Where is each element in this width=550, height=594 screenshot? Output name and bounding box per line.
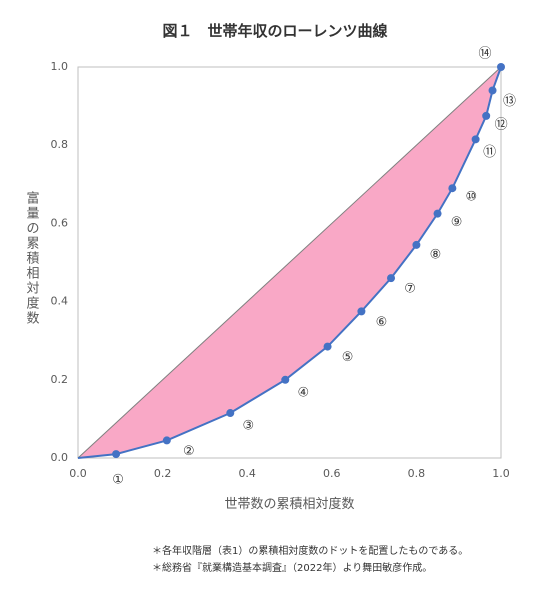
x-tick-label: 1.0: [492, 467, 510, 480]
point-label: ①: [112, 473, 124, 488]
y-tick-label: 0.4: [51, 295, 69, 308]
x-tick-label: 0.6: [323, 467, 341, 480]
x-tick-label: 0.0: [69, 467, 87, 480]
y-tick-label: 0.8: [51, 138, 69, 151]
point-label: ⑨: [451, 215, 463, 230]
y-tick-label: 0.0: [51, 451, 69, 464]
point-label: ⑤: [342, 350, 354, 365]
point-label: ④: [297, 385, 309, 400]
data-point: [357, 307, 366, 316]
point-label: ②: [183, 444, 195, 459]
point-labels: ① ② ③ ④ ⑤ ⑥ ⑦ ⑧ ⑨⑩ ⑪ ⑫ ⑬ ⑭: [112, 47, 516, 488]
data-point: [433, 209, 442, 218]
y-tick-label: 0.6: [51, 216, 69, 229]
data-point: [112, 450, 121, 459]
data-point: [162, 436, 171, 445]
data-point: [482, 111, 491, 120]
footnote-2: ＊総務省『就業構造基本調査』（2022年）より舞田敏彦作成。: [152, 563, 433, 574]
point-label: ⑩: [466, 190, 478, 205]
point-label: ⑥: [376, 315, 388, 330]
data-point: [323, 342, 332, 351]
x-tick-label: 0.2: [154, 467, 172, 480]
data-point: [471, 135, 480, 144]
data-point: [281, 375, 290, 384]
point-label: ⑧: [430, 247, 442, 262]
footnote-1: ＊各年収階層（表1）の累積相対度数のドットを配置したものである。: [152, 546, 469, 557]
x-axis-label: 世帯数の累積相対度数: [224, 496, 354, 512]
point-label: ③: [242, 419, 254, 434]
y-tick-label: 1.0: [51, 60, 69, 73]
data-point: [412, 240, 421, 249]
data-point: [448, 184, 457, 193]
y-tick-label: 0.2: [51, 373, 69, 386]
data-point: [497, 63, 505, 71]
point-label: ⑪: [483, 145, 496, 160]
data-points: [112, 63, 505, 459]
x-tick-label: 0.4: [238, 467, 256, 480]
equality-line: [77, 66, 502, 459]
data-point: [226, 409, 235, 418]
plot-area-frame: [77, 66, 502, 459]
data-point: [387, 274, 396, 283]
y-tick-labels: 0.0 0.2 0.4 0.6 0.8 1.0: [51, 60, 69, 464]
point-label: ⑭: [478, 47, 491, 62]
x-tick-label: 0.8: [408, 467, 426, 480]
data-point: [488, 86, 497, 95]
x-tick-labels: 0.0 0.2 0.4 0.6 0.8 1.0: [69, 467, 510, 480]
point-label: ⑫: [495, 117, 508, 132]
point-label: ⑦: [404, 282, 416, 297]
y-axis-label: 富量の累積相対度数: [26, 191, 39, 327]
point-label: ⑬: [503, 94, 516, 109]
chart-title: 図１ 世帯年収のローレンツ曲線: [162, 22, 388, 40]
